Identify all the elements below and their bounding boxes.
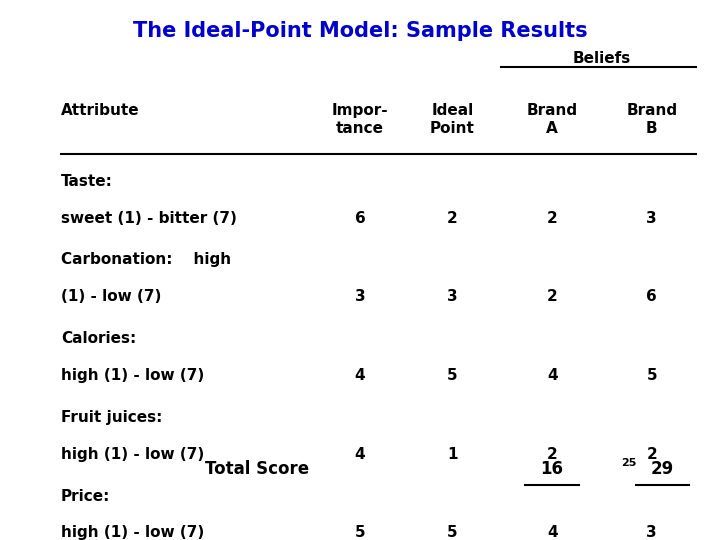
Text: 3: 3 bbox=[647, 211, 657, 226]
Text: 2: 2 bbox=[647, 447, 657, 462]
Text: 3: 3 bbox=[355, 289, 365, 305]
Text: 2: 2 bbox=[447, 211, 458, 226]
Text: Taste:: Taste: bbox=[61, 174, 113, 189]
Text: high (1) - low (7): high (1) - low (7) bbox=[61, 447, 204, 462]
Text: 25: 25 bbox=[621, 458, 636, 468]
Text: Impor-
tance: Impor- tance bbox=[332, 103, 388, 136]
Text: sweet (1) - bitter (7): sweet (1) - bitter (7) bbox=[61, 211, 237, 226]
Text: Ideal
Point: Ideal Point bbox=[430, 103, 475, 136]
Text: Total Score: Total Score bbox=[204, 461, 309, 478]
Text: 2: 2 bbox=[546, 289, 557, 305]
Text: Brand
B: Brand B bbox=[626, 103, 678, 136]
Text: 3: 3 bbox=[647, 525, 657, 540]
Text: 3: 3 bbox=[447, 289, 458, 305]
Text: The Ideal-Point Model: Sample Results: The Ideal-Point Model: Sample Results bbox=[132, 22, 588, 42]
Text: 2: 2 bbox=[546, 211, 557, 226]
Text: Calories:: Calories: bbox=[61, 331, 136, 346]
Text: 5: 5 bbox=[447, 525, 458, 540]
Text: 4: 4 bbox=[355, 368, 365, 383]
Text: 4: 4 bbox=[546, 368, 557, 383]
Text: Brand
A: Brand A bbox=[526, 103, 577, 136]
Text: (1) - low (7): (1) - low (7) bbox=[61, 289, 161, 305]
Text: Attribute: Attribute bbox=[61, 103, 140, 118]
Text: Beliefs: Beliefs bbox=[573, 51, 631, 66]
Text: 29: 29 bbox=[651, 461, 674, 478]
Text: 6: 6 bbox=[355, 211, 365, 226]
Text: 1: 1 bbox=[447, 447, 458, 462]
Text: Price:: Price: bbox=[61, 489, 110, 503]
Text: 5: 5 bbox=[647, 368, 657, 383]
Text: 5: 5 bbox=[447, 368, 458, 383]
Text: 4: 4 bbox=[355, 447, 365, 462]
Text: 5: 5 bbox=[355, 525, 365, 540]
Text: Carbonation:    high: Carbonation: high bbox=[61, 253, 231, 267]
Text: high (1) - low (7): high (1) - low (7) bbox=[61, 368, 204, 383]
Text: 4: 4 bbox=[546, 525, 557, 540]
Text: high (1) - low (7): high (1) - low (7) bbox=[61, 525, 204, 540]
Text: Fruit juices:: Fruit juices: bbox=[61, 410, 163, 425]
Text: 6: 6 bbox=[647, 289, 657, 305]
Text: 16: 16 bbox=[541, 461, 564, 478]
Text: 2: 2 bbox=[546, 447, 557, 462]
